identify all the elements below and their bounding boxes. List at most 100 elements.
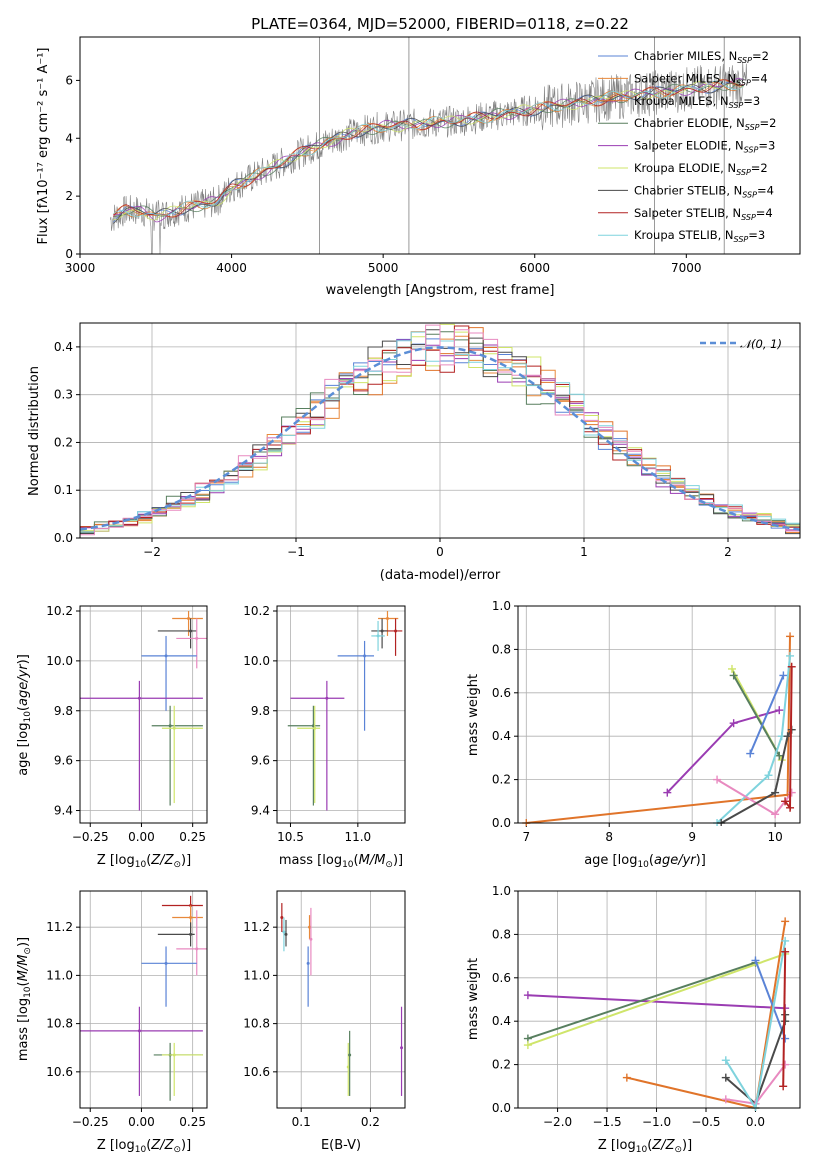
y-tick-label: 0.2	[54, 435, 73, 449]
legend-label: Chabrier MILES, NSSP=2	[634, 49, 769, 65]
data-point	[313, 726, 317, 730]
y-tick-label: 0.4	[54, 340, 73, 354]
age-vs-mass-panel: mass [log10(M/M⊙)] 10.5 11.0 9.4 9.6 9.8 10.0…	[243, 604, 406, 870]
errorbar-group	[287, 610, 403, 811]
x-tick-label: 7000	[671, 261, 702, 275]
data-point	[325, 696, 329, 700]
spectrum-frame	[79, 36, 801, 255]
y-tick-label: 0.1	[54, 483, 73, 497]
data-point	[195, 947, 199, 951]
legend-value: =3	[748, 228, 765, 242]
x-tick-label: 6000	[519, 261, 550, 275]
data-point	[168, 724, 172, 728]
x-tick-label: 7	[522, 830, 530, 844]
y-tick-label: 0.2	[492, 773, 511, 787]
mass-vs-ebv-panel: E(B-V) 0.1 0.2 10.6 10.8 11.0 11.2	[243, 890, 406, 1153]
y-tick-label: 4	[65, 131, 73, 145]
residual-legend: 𝒩(0, 1)	[700, 337, 782, 351]
normal-legend-label: 𝒩(0, 1)	[740, 337, 782, 351]
data-point	[385, 616, 389, 620]
legend-subscript: SSP	[744, 146, 759, 155]
spectrum-legend: Chabrier MILES, NSSP=2 Salpeter MILES, NS…	[598, 49, 776, 244]
y-tick-label: 10.6	[243, 1065, 270, 1079]
y-tick-label: 10.2	[243, 604, 270, 618]
spectrum-ylabel: Flux [fλ10⁻¹⁷ erg cm⁻² s⁻¹ A⁻¹]	[36, 48, 51, 245]
legend-subscript: SSP	[737, 56, 752, 65]
weight-series-line	[720, 729, 793, 824]
x-tick-label: 4000	[216, 261, 247, 275]
residual-xlabel: (data-model)/error	[380, 568, 501, 583]
x-tick-label: 10.5	[277, 830, 304, 844]
legend-value: =2	[751, 161, 768, 175]
x-tick-label: −0.25	[72, 1115, 109, 1129]
y-tick-label: 0.4	[492, 729, 511, 743]
y-tick-label: 10.0	[243, 654, 270, 668]
y-tick-label: 0.0	[492, 816, 511, 830]
x-tick-label: 0	[436, 545, 444, 559]
mass-ebv-xlabel: E(B-V)	[321, 1138, 361, 1153]
y-tick-label: 10.8	[243, 1017, 270, 1031]
histogram-step	[80, 324, 800, 536]
y-tick-label: 6	[65, 73, 73, 87]
y-tick-label: 0.8	[492, 927, 511, 941]
y-tick-label: 11.0	[46, 968, 73, 982]
weight-series-line	[716, 778, 793, 816]
weight-z-ylabel: mass weight	[466, 958, 481, 1040]
y-tick-label: 0	[65, 247, 73, 261]
data-point	[172, 1053, 176, 1057]
histogram-lines	[80, 323, 800, 536]
y-tick-label: 0.8	[492, 642, 511, 656]
age-vs-z-panel: Z [log10(Z/Z⊙)] age [log10(age/yr)] −0.2…	[16, 604, 208, 870]
data-point	[346, 1065, 350, 1069]
data-point	[195, 636, 199, 640]
x-tick-label: −0.25	[72, 830, 109, 844]
weight-vs-age-panel: age [log10(age/yr)] mass weight 7 8 9 10 0.0…	[466, 599, 801, 870]
legend-label: Kroupa ELODIE, NSSP=2	[634, 161, 768, 177]
x-tick-label: 8	[605, 830, 613, 844]
legend-value: =2	[752, 49, 769, 63]
x-tick-label: 0.25	[179, 830, 206, 844]
weight-age-xlabel: age [log10(age/yr)]	[584, 853, 706, 870]
legend-value: =4	[757, 183, 774, 197]
weight-series-line	[526, 636, 791, 824]
legend-value: =3	[758, 139, 775, 153]
legend-value: =4	[751, 71, 768, 85]
y-tick-label: 0.6	[492, 686, 511, 700]
mass-z-ylabel: mass [log10(M/M⊙)]	[16, 937, 33, 1061]
x-tick-label: 0.2	[361, 1115, 380, 1129]
legend-label: Salpeter ELODIE, NSSP=3	[634, 139, 775, 155]
x-tick-label: 9	[688, 830, 696, 844]
x-tick-label: 1	[580, 545, 588, 559]
data-point	[376, 634, 380, 638]
spectrum-plot-area: 3000 4000 5000 6000 7000 0 2 4 6	[65, 37, 748, 275]
legend-label: Kroupa MILES, NSSP=3	[634, 94, 760, 110]
errorbar-group	[80, 610, 207, 811]
spectrum-xlabel: wavelength [Angstrom, rest frame]	[326, 283, 555, 298]
normal-curve	[80, 346, 800, 531]
model-spectrum-line	[113, 80, 744, 218]
weight-series-line	[782, 951, 787, 1087]
data-point	[137, 696, 141, 700]
model-spectrum-line	[113, 78, 744, 223]
legend-subscript: SSP	[729, 101, 744, 110]
data-point	[189, 629, 193, 633]
residual-ylabel: Normed distribution	[27, 366, 42, 496]
y-tick-label: 2	[65, 189, 73, 203]
y-tick-label: 0.0	[54, 531, 73, 545]
data-point	[348, 1053, 352, 1057]
legend-label: Salpeter STELIB, NSSP=4	[634, 206, 773, 222]
weight-series-line	[749, 675, 785, 754]
data-point	[306, 961, 310, 965]
y-tick-label: 1.0	[492, 599, 511, 613]
y-tick-label: 11.2	[46, 920, 73, 934]
legend-subscript: SSP	[745, 123, 760, 132]
y-tick-label: 10.6	[46, 1065, 73, 1079]
residual-panel: (data-model)/error Normed distribution −…	[27, 322, 801, 583]
model-spectrum-line	[112, 79, 744, 218]
weight-series-line	[527, 952, 786, 1047]
weight-lines	[523, 917, 790, 1111]
model-spectrum-line	[113, 78, 744, 218]
data-point	[394, 629, 398, 633]
legend-subscript: SSP	[736, 168, 751, 177]
